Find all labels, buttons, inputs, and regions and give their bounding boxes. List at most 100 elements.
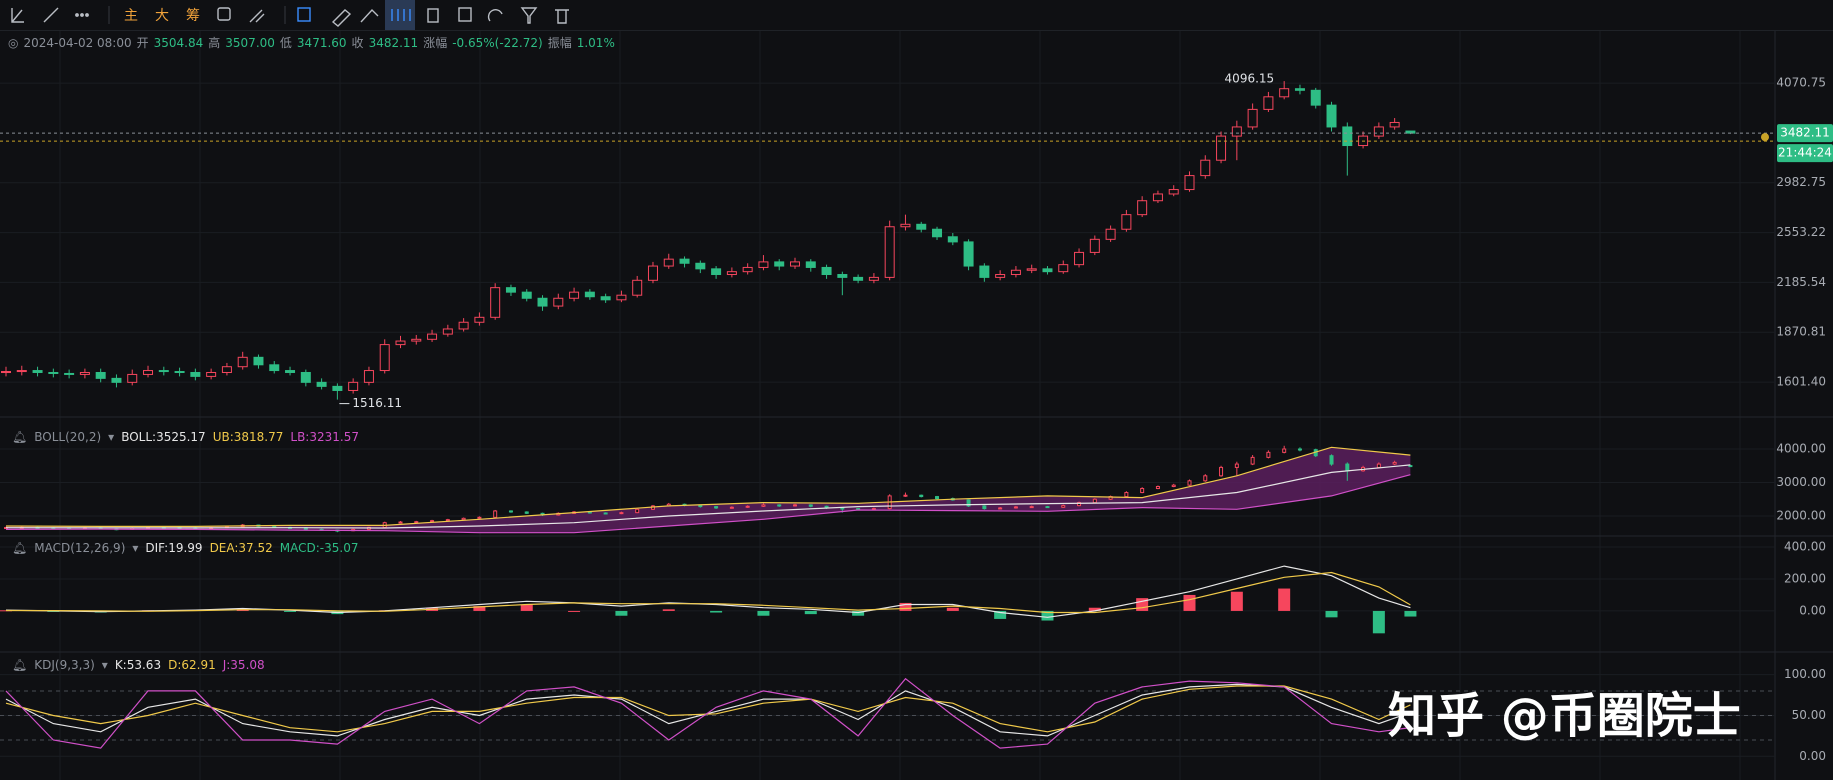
panel-legend: 🔔︎ KDJ(9,3,3) ▾ K:53.63 D:62.91 J:35.08	[12, 658, 272, 672]
candle-body	[395, 340, 406, 346]
high-annotation: 4096.15	[1225, 72, 1275, 86]
candle-body	[206, 371, 217, 377]
toolbar-label[interactable]: 大	[155, 8, 169, 24]
candle-body	[461, 517, 466, 521]
legend-entry: DEA:37.52	[209, 541, 273, 555]
candle-body	[1329, 455, 1334, 465]
candle-body	[919, 494, 924, 498]
legend-entry: BOLL:3525.17	[121, 430, 206, 444]
y-tick-label: 0.00	[1799, 749, 1826, 763]
candle-body	[300, 371, 311, 383]
candle-body	[979, 265, 990, 278]
macd-bar	[1404, 610, 1417, 617]
candle-body	[947, 236, 958, 243]
tool-icon[interactable]	[249, 9, 265, 23]
y-tick-label: 1870.81	[1776, 325, 1826, 339]
tool-icon[interactable]	[75, 13, 79, 17]
candle-body	[1279, 88, 1290, 98]
candle-body	[1029, 506, 1034, 509]
countdown-label: 21:44:24	[1778, 146, 1832, 160]
candle-body	[900, 223, 911, 228]
y-tick-label: 50.00	[1792, 708, 1826, 722]
toolbar-label[interactable]: 主	[124, 8, 138, 24]
panel-title: KDJ(9,3,3)	[34, 658, 95, 672]
indicator-line	[5, 571, 1411, 614]
tool-icon[interactable]	[555, 9, 569, 24]
candle-body	[445, 519, 450, 522]
macd-bar	[1278, 588, 1291, 611]
macd-bar	[615, 610, 628, 616]
tool-icon[interactable]	[297, 7, 311, 22]
candle-body	[726, 271, 737, 276]
info-label: 高	[208, 36, 221, 50]
indicator-line	[5, 474, 1411, 534]
y-tick-label: 200.00	[1784, 571, 1826, 585]
y-tick-label: 2000.00	[1776, 508, 1826, 522]
tool-icon[interactable]	[458, 7, 472, 22]
tool-icon[interactable]	[11, 8, 24, 23]
candle-body	[427, 333, 438, 340]
candle-body	[253, 356, 264, 366]
candle-body	[1345, 463, 1350, 472]
candle-body	[884, 226, 895, 278]
tool-icon[interactable]	[43, 7, 59, 23]
candle-body	[569, 291, 580, 299]
candle-body	[1282, 448, 1287, 453]
candle-body	[1187, 480, 1192, 486]
legend-entry: K:53.63	[114, 658, 162, 672]
candle-body	[619, 512, 624, 515]
candle-body	[64, 372, 75, 375]
legend-entry: MACD:-35.07	[279, 541, 359, 555]
candle-body	[793, 504, 797, 507]
candle-body	[348, 381, 359, 391]
legend-entry: LB:3231.57	[290, 430, 359, 444]
y-tick-label: 3000.00	[1776, 475, 1826, 489]
candle-body	[1203, 475, 1208, 482]
tool-icon[interactable]	[427, 8, 439, 23]
candle-body	[269, 364, 280, 372]
candle-body	[1310, 89, 1321, 106]
candle-body	[982, 505, 987, 510]
macd-bar	[1372, 610, 1385, 634]
legend-icon: 🔔︎	[12, 541, 28, 555]
y-tick-label: 0.00	[1799, 603, 1826, 617]
macd-bar	[473, 606, 486, 611]
candle-body	[932, 228, 943, 238]
candle-body	[758, 261, 769, 268]
candle-body	[490, 287, 501, 318]
candle-body	[1219, 466, 1224, 477]
tool-icon[interactable]	[331, 9, 352, 27]
tool-icon[interactable]	[520, 7, 538, 24]
tool-icon[interactable]	[217, 7, 231, 21]
macd-bar	[899, 602, 912, 611]
candle-body	[1373, 126, 1384, 137]
candle-body	[1326, 104, 1337, 128]
panel-title: MACD(12,26,9)	[34, 541, 126, 555]
macd-bar	[1183, 594, 1196, 611]
macd-bar	[710, 610, 723, 613]
toolbar-label[interactable]: 筹	[186, 7, 200, 24]
macd-bar	[994, 610, 1007, 619]
macd-bar	[757, 610, 770, 616]
candle-body	[1013, 506, 1018, 509]
tool-icon[interactable]	[487, 9, 503, 22]
legend-caret: ▾	[108, 430, 115, 444]
candle-body	[790, 261, 800, 267]
info-date: 2024-04-02 08:00	[23, 36, 132, 50]
candle-body	[1140, 488, 1145, 494]
candle-body	[143, 370, 154, 375]
candle-body	[714, 506, 719, 509]
candle-body	[1216, 135, 1227, 161]
candle-body	[411, 338, 422, 342]
low-annotation: 1516.11	[352, 396, 402, 410]
macd-bar	[1325, 610, 1338, 618]
candle-body	[995, 274, 1006, 278]
info-value: -0.65%(-22.72)	[452, 36, 543, 50]
candle-body	[237, 356, 248, 368]
candle-body	[1026, 268, 1037, 271]
candle-body	[1010, 269, 1021, 276]
candle-body	[1105, 228, 1116, 240]
macd-bar	[520, 604, 533, 611]
tool-icon[interactable]	[360, 8, 379, 23]
